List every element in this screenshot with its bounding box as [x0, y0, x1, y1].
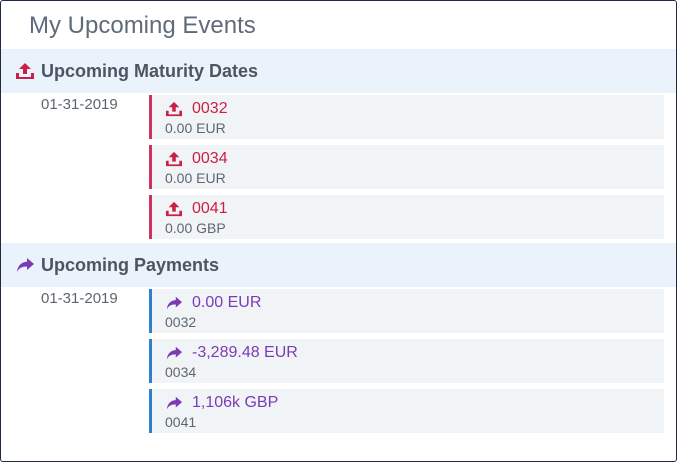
payment-item-id: 0041 [165, 414, 197, 430]
share-arrow-icon [165, 295, 183, 311]
payment-item-amount[interactable]: 0.00 EUR [192, 294, 262, 311]
payments-section-body: 01-31-2019 0.00 EUR 0032 -3,289.48 EUR [1, 287, 676, 433]
share-arrow-icon [15, 256, 35, 274]
maturity-item-id[interactable]: 0032 [192, 100, 228, 117]
maturity-date-label: 01-31-2019 [41, 96, 118, 113]
maturity-item[interactable]: 0034 0.00 EUR [149, 145, 664, 189]
payment-item-id: 0032 [165, 314, 197, 330]
payment-item[interactable]: 0.00 EUR 0032 [149, 289, 664, 333]
upload-tray-icon [165, 201, 183, 217]
maturity-item-id[interactable]: 0041 [192, 200, 228, 217]
maturity-section-body: 01-31-2019 0032 0.00 EUR 0034 0. [1, 93, 676, 243]
maturity-section-title: Upcoming Maturity Dates [41, 61, 259, 81]
payment-item-id: 0034 [165, 364, 197, 380]
maturity-item-amount: 0.00 EUR [165, 170, 226, 186]
maturity-item[interactable]: 0032 0.00 EUR [149, 95, 664, 139]
payment-item-amount[interactable]: -3,289.48 EUR [192, 344, 298, 361]
payment-item[interactable]: -3,289.48 EUR 0034 [149, 339, 664, 383]
maturity-section-header: Upcoming Maturity Dates [1, 49, 676, 93]
maturity-item-id[interactable]: 0034 [192, 150, 228, 167]
payments-section-header: Upcoming Payments [1, 243, 676, 287]
payments-date-label: 01-31-2019 [41, 290, 118, 307]
maturity-item-amount: 0.00 GBP [165, 220, 226, 236]
maturity-item-amount: 0.00 EUR [165, 120, 226, 136]
payment-item[interactable]: 1,106k GBP 0041 [149, 389, 664, 433]
panel-title: My Upcoming Events [29, 12, 256, 39]
upload-tray-icon [165, 151, 183, 167]
payment-item-amount[interactable]: 1,106k GBP [192, 394, 279, 411]
upload-tray-icon [165, 101, 183, 117]
upload-tray-icon [15, 62, 35, 80]
share-arrow-icon [165, 395, 183, 411]
maturity-item[interactable]: 0041 0.00 GBP [149, 195, 664, 239]
payments-section-title: Upcoming Payments [41, 255, 220, 275]
share-arrow-icon [165, 345, 183, 361]
